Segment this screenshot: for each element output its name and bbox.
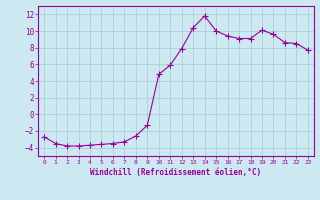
- X-axis label: Windchill (Refroidissement éolien,°C): Windchill (Refroidissement éolien,°C): [91, 168, 261, 177]
